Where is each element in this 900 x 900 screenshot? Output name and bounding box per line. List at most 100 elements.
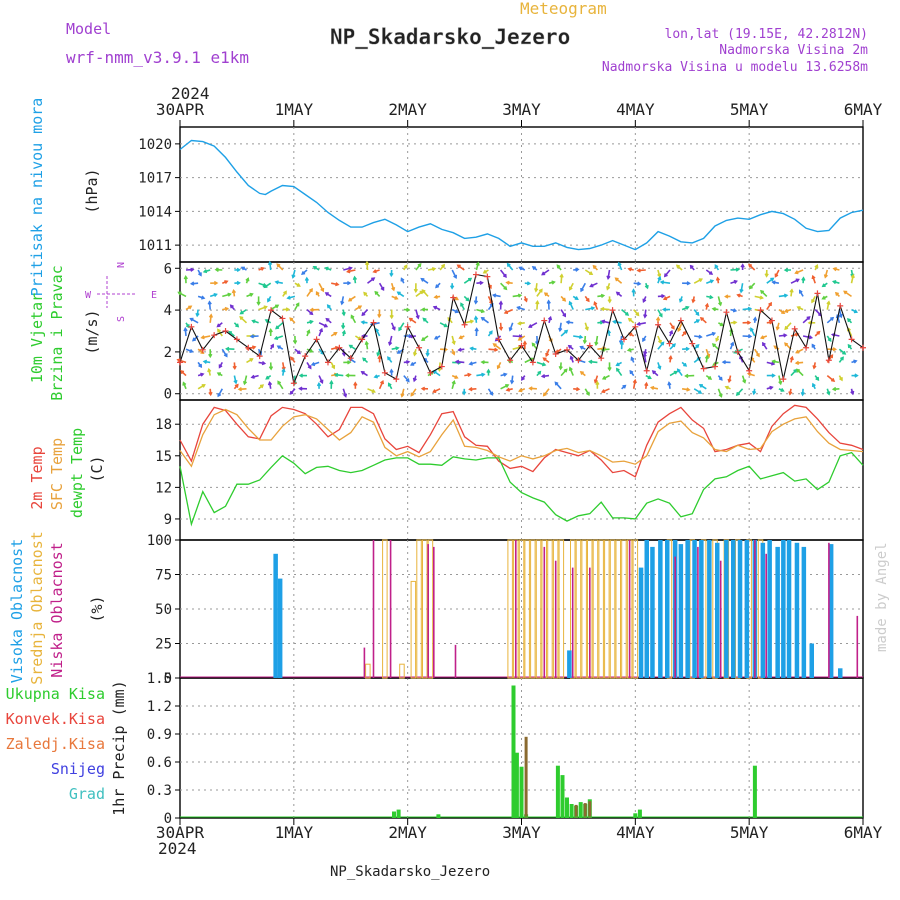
wind-arrowhead [588,359,593,364]
pressure-ylabel: Pritisak na nivou mora [28,98,46,297]
wind-speed-marker [416,344,423,351]
wind-arrowhead [832,347,838,352]
wind-arrowhead [239,315,244,321]
wind-arrowhead [559,273,564,278]
wind-arrowhead [832,267,837,272]
wind-arrowhead [711,343,716,348]
wind-speed-marker [233,336,240,343]
wind-arrowhead [331,365,336,370]
wind-arrow [826,374,835,382]
wind-arrowhead [733,320,738,325]
wind-speed-marker [564,346,571,353]
wind-arrowhead [711,306,716,312]
y-tick-label: 0.6 [147,755,172,771]
wind-arrow [796,368,804,377]
y-tick-label: 6 [164,261,172,277]
wind-arrowhead [647,375,652,380]
cloud_mid-bar [615,539,621,679]
wind-arrowhead [840,356,844,361]
wind-arrowhead [309,348,314,353]
cloud_mid-bar [518,539,525,679]
wind-arrowhead [372,269,377,274]
wind-arrow [543,388,550,397]
wind-arrowhead [556,264,561,269]
precip_total-bar [633,813,638,818]
wind-arrowhead [362,357,367,362]
wind-arrowhead [217,328,221,333]
wind-arrowhead [843,290,848,295]
wind-arrowhead [698,384,703,388]
wind-arrowhead [373,374,378,379]
wind-arrowhead [454,296,459,301]
wind-arrow [843,290,852,298]
wind-arrowhead [551,280,556,285]
wind-arrowhead [574,296,579,300]
wind-arrowhead [202,359,208,364]
y-tick-label: 0 [164,671,172,687]
wind-arrowhead [200,335,205,340]
wind-arrow [585,307,595,311]
wind-arrowhead [449,285,455,290]
cloud_low-bar [554,560,557,678]
bottom-axis-label: 30APR [156,823,205,842]
y-tick-label: 0 [164,387,172,403]
wind-arrowhead [296,283,301,287]
wind-arrowhead [208,353,213,359]
wind-arrow [500,282,507,290]
wind-arrow [177,358,187,364]
wind-arrowhead [286,295,291,300]
wind-arrowhead [217,393,222,398]
wind-arrow [464,320,474,324]
wind-speed-marker [393,376,400,383]
wind-arrowhead [340,300,345,306]
wind-arrowhead [735,267,741,272]
wind-arrowhead [316,381,322,387]
wind-arrowhead [237,387,242,392]
wind-arrow [528,322,538,328]
wind-arrowhead [348,266,353,271]
wind-arrowhead [715,276,721,281]
wind-arrow [318,322,328,328]
wind-arrowhead [176,358,181,363]
wind-arrowhead [675,264,680,269]
wind-arrowhead [340,325,346,330]
cloud_mid-bar [416,539,422,679]
wind-arrowhead [748,263,753,268]
cloud_mid-bar [524,539,530,679]
wind-arrowhead [420,277,425,282]
wind-arrowhead [400,277,405,282]
wind-arrowhead [657,275,662,281]
wind-arrowhead [593,379,598,384]
wind-arrowhead [245,277,250,282]
cloud_low-bar [427,544,429,678]
wind-arrowhead [460,302,464,307]
cloud_high-bar [665,540,670,678]
wind-arrowhead [412,352,418,357]
wind-arrow [601,308,610,311]
cloud_low-bar [754,540,756,678]
wind-arrow [388,335,393,345]
wind-arrowhead [208,313,214,318]
wind-arrowhead [188,305,193,310]
wind-arrowhead [473,300,479,305]
wind-arrowhead [371,388,376,393]
wind-arrowhead [469,346,474,351]
wind-arrowhead [747,334,753,339]
wind-arrowhead [584,326,589,331]
wind-arrowhead [420,307,426,312]
wind-speed-marker [677,317,684,324]
wind-speed-marker [814,290,821,297]
wind-arrowhead [768,301,772,307]
y-tick-label: 2 [164,345,172,361]
wind-arrowhead [234,383,239,388]
wind-arrowhead [655,316,661,321]
top-axis-label: 30APR [156,100,205,119]
precip_total-bar [578,802,583,818]
wind-arrowhead [555,349,560,354]
wind-arrowhead [283,290,287,295]
wind-arrowhead [224,306,230,312]
wind-arrowhead [630,356,635,361]
wind-arrowhead [479,280,484,286]
wind-speed-marker [381,369,388,376]
wind-speed-marker [347,355,354,362]
